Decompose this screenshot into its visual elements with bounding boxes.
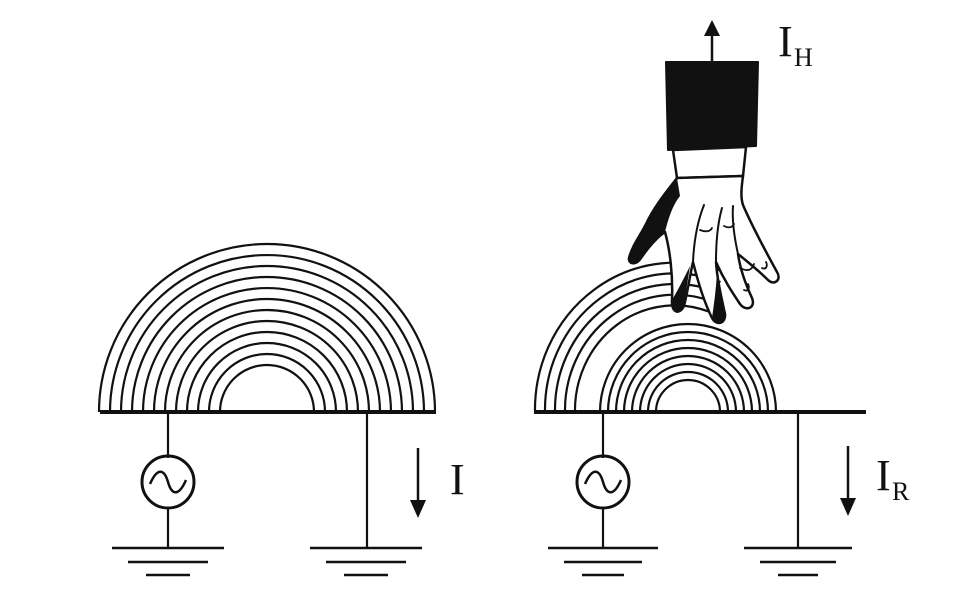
field-arc bbox=[130, 275, 404, 413]
ac-source-icon bbox=[575, 454, 631, 510]
hand-current-label: I bbox=[778, 17, 793, 66]
field-arc bbox=[606, 330, 770, 413]
ac-source-icon bbox=[140, 454, 196, 510]
field-arc bbox=[646, 370, 730, 413]
arrow-icon bbox=[704, 20, 720, 62]
right-circuit bbox=[533, 261, 866, 577]
arrow-icon bbox=[410, 448, 426, 518]
hand-icon bbox=[627, 61, 780, 325]
field-arc bbox=[614, 338, 762, 413]
field-arc bbox=[207, 352, 327, 413]
field-arc bbox=[141, 286, 393, 413]
field-arc bbox=[622, 346, 754, 413]
left-circuit bbox=[97, 242, 437, 577]
field-arc bbox=[630, 354, 746, 413]
field-arc bbox=[174, 319, 360, 413]
field-arc bbox=[638, 362, 738, 413]
ground-icon bbox=[112, 546, 224, 577]
field-arc bbox=[163, 308, 371, 413]
right-current-label: I bbox=[876, 451, 891, 500]
ground-icon bbox=[548, 546, 658, 577]
left-field-arcs bbox=[97, 242, 437, 413]
ground-icon bbox=[310, 546, 422, 577]
field-arc bbox=[218, 363, 316, 413]
field-arc bbox=[196, 341, 338, 413]
right-current-subscript: R bbox=[892, 477, 910, 506]
hand-current-subscript: H bbox=[794, 43, 813, 72]
arrow-icon bbox=[840, 446, 856, 516]
field-arc bbox=[598, 322, 778, 413]
left-current-label: I bbox=[450, 455, 465, 504]
field-arc bbox=[119, 264, 415, 413]
field-arc bbox=[108, 253, 426, 413]
field-arc bbox=[97, 242, 437, 413]
field-arc bbox=[152, 297, 382, 413]
field-arc bbox=[654, 378, 722, 413]
field-arc bbox=[185, 330, 349, 413]
ground-icon bbox=[744, 546, 852, 577]
